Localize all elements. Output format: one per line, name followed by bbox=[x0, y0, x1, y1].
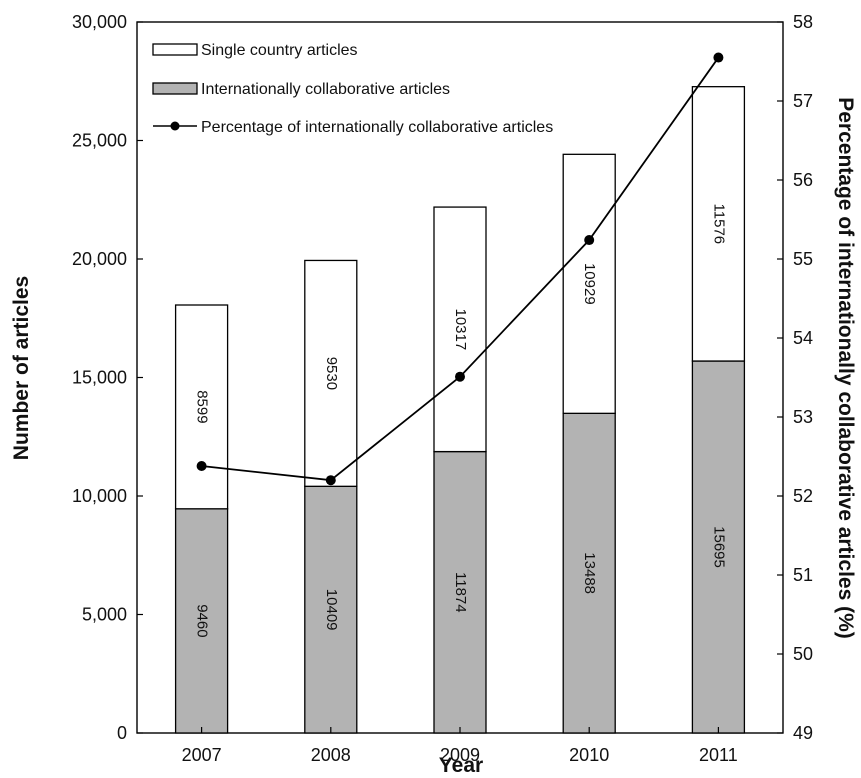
left-y-axis: 0 5,000 10,000 15,000 20,000 25,000 30,000 bbox=[72, 12, 143, 743]
data-label-single-country-2007: 8599 bbox=[194, 390, 211, 423]
legend-label-percentage: Percentage of internationally collaborat… bbox=[201, 119, 553, 136]
y2-tick-label: 57 bbox=[793, 91, 813, 111]
bar-international-2010 bbox=[562, 412, 616, 734]
data-label-single-country-2011: 11576 bbox=[710, 204, 727, 245]
y2-tick-label: 52 bbox=[793, 486, 813, 506]
y2-axis-title: Percentage of internationally collaborat… bbox=[834, 97, 857, 639]
y2-tick-label: 56 bbox=[793, 170, 813, 190]
data-label-single-country-2009: 10317 bbox=[452, 308, 469, 350]
data-label-international-2011: 15695 bbox=[710, 526, 727, 568]
percentage-point-2009 bbox=[455, 371, 465, 382]
percentage-point-2007 bbox=[196, 460, 207, 471]
bar-single-country-2010 bbox=[562, 153, 616, 414]
data-label-international-2007: 9460 bbox=[194, 604, 211, 637]
right-y-axis: 49 50 51 52 53 54 55 56 57 58 bbox=[777, 12, 813, 743]
data-label-international-2009: 11874 bbox=[452, 572, 469, 613]
bar-international-2011 bbox=[691, 360, 746, 734]
bar-single-country-2007 bbox=[174, 304, 229, 510]
bar-single-country-2008 bbox=[304, 259, 358, 487]
data-label-single-country-2008: 9530 bbox=[323, 357, 340, 390]
y2-tick-label: 53 bbox=[793, 407, 813, 427]
x-tick-label-2010: 2010 bbox=[569, 745, 609, 765]
y-tick-label: 15,000 bbox=[72, 368, 127, 388]
percentage-point-2010 bbox=[584, 235, 595, 246]
x-tick-label-2008: 2008 bbox=[311, 745, 351, 765]
data-label-single-country-2010: 10929 bbox=[581, 263, 598, 305]
x-tick-label-2011: 2011 bbox=[699, 745, 738, 765]
y2-tick-label: 51 bbox=[793, 565, 813, 585]
bar-single-country-2009 bbox=[433, 206, 487, 453]
data-label-international-2008: 10409 bbox=[323, 589, 340, 631]
bars: 9460 8599 10409 9530 11874 10317 13488 10929 156… bbox=[174, 86, 746, 734]
legend: Single country articles Internationally … bbox=[152, 42, 553, 136]
x-axis: 2007 2008 2009 2010 2011 bbox=[182, 727, 738, 765]
percentage-line-series bbox=[196, 52, 724, 486]
y-tick-label: 0 bbox=[117, 723, 127, 743]
y-tick-label: 10,000 bbox=[72, 486, 127, 506]
x-tick-label-2007: 2007 bbox=[182, 745, 222, 765]
y-tick-label: 30,000 bbox=[72, 12, 127, 32]
legend-swatch-single-country bbox=[152, 43, 198, 56]
y-tick-label: 25,000 bbox=[72, 131, 127, 151]
legend-label-single-country: Single country articles bbox=[201, 42, 358, 59]
y2-tick-label: 50 bbox=[793, 644, 813, 664]
percentage-point-2011 bbox=[713, 52, 724, 63]
x-axis-title: Year bbox=[439, 754, 483, 777]
legend-label-international: Internationally collaborative articles bbox=[201, 81, 450, 98]
y-axis-title: Number of articles bbox=[10, 276, 33, 460]
data-label-international-2010: 13488 bbox=[581, 552, 598, 594]
y-tick-label: 5,000 bbox=[82, 605, 127, 625]
bar-single-country-2011 bbox=[691, 86, 746, 362]
y2-tick-label: 55 bbox=[793, 249, 813, 269]
percentage-point-2008 bbox=[325, 475, 336, 486]
x-tick-label-2009: 2009 bbox=[440, 745, 480, 765]
y2-tick-label: 49 bbox=[793, 723, 813, 743]
legend-marker-percentage bbox=[170, 121, 180, 131]
y-tick-label: 20,000 bbox=[72, 249, 127, 269]
y2-tick-label: 54 bbox=[793, 328, 813, 348]
legend-swatch-international bbox=[152, 82, 198, 95]
y2-tick-label: 58 bbox=[793, 12, 813, 32]
